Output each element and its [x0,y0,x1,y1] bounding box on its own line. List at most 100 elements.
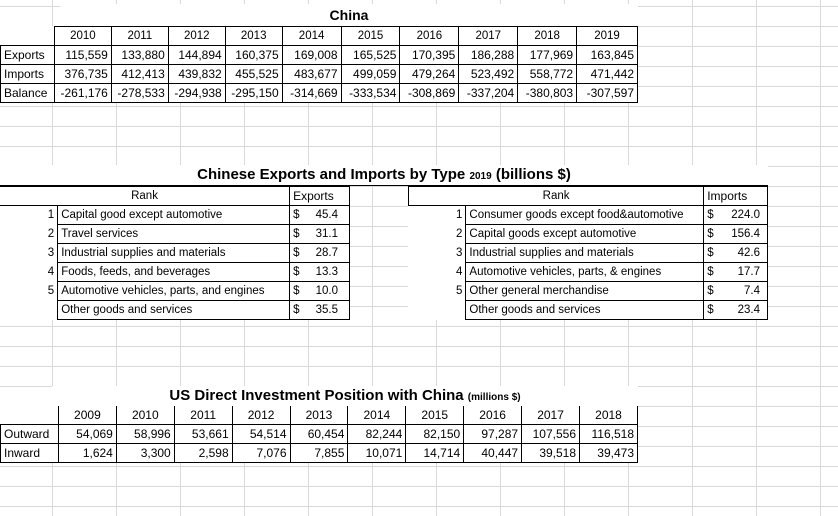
value-cell[interactable]: -337,204 [458,83,519,103]
value-cell[interactable]: 177,969 [517,45,578,65]
category-cell[interactable]: Other goods and services [465,300,705,320]
value-cell[interactable]: 455,525 [224,64,283,84]
rank-cell[interactable]: 4 [456,266,463,278]
imports-rank-header[interactable]: Rank [407,186,705,206]
category-cell[interactable]: Industrial supplies and materials [465,243,705,263]
value-cell[interactable]: 412,413 [110,64,169,84]
rank-cell[interactable]: 3 [456,247,463,259]
value-cell[interactable]: 558,772 [517,64,578,84]
amount-cell[interactable]: $17.7 [703,262,768,282]
value-cell[interactable]: -314,669 [281,83,342,103]
year-cell[interactable]: 2016 [463,406,523,425]
value-cell[interactable]: -278,533 [110,83,169,103]
year-cell[interactable]: 2010 [115,406,175,425]
value-cell[interactable]: 2,598 [173,443,233,463]
imports-value-header[interactable]: Imports [703,186,768,206]
row-label[interactable]: Exports [0,45,55,65]
row-label[interactable]: Balance [0,83,55,103]
year-cell[interactable]: 2012 [167,26,226,46]
value-cell[interactable]: -307,597 [576,83,638,103]
value-cell[interactable]: 39,473 [579,443,638,463]
year-cell[interactable]: 2018 [517,26,578,46]
year-cell[interactable]: 2009 [57,406,117,425]
amount-cell[interactable]: $35.5 [289,300,350,320]
value-cell[interactable]: 107,556 [521,424,581,444]
year-cell[interactable]: 2017 [521,406,581,425]
value-cell[interactable]: 7,855 [289,443,349,463]
value-cell[interactable]: 439,832 [167,64,226,84]
amount-cell[interactable]: $23.4 [703,300,768,320]
category-cell[interactable]: Consumer goods except food&automotive [465,205,705,225]
year-cell[interactable]: 2013 [224,26,283,46]
category-cell[interactable]: Capital goods except automotive [465,224,705,244]
value-cell[interactable]: -294,938 [167,83,226,103]
value-cell[interactable]: 7,076 [231,443,291,463]
value-cell[interactable]: 163,845 [576,45,638,65]
amount-cell[interactable]: $28.7 [289,243,350,263]
value-cell[interactable]: 160,375 [224,45,283,65]
category-cell[interactable]: Automotive vehicles, parts, & engines [465,262,705,282]
value-cell[interactable]: 82,244 [347,424,407,444]
year-cell[interactable]: 2011 [173,406,233,425]
amount-cell[interactable]: $45.4 [289,205,350,225]
year-cell[interactable]: 2010 [53,26,112,46]
value-cell[interactable]: 133,880 [110,45,169,65]
value-cell[interactable]: 479,264 [399,64,460,84]
value-cell[interactable]: 14,714 [405,443,465,463]
value-cell[interactable]: 186,288 [458,45,519,65]
category-cell[interactable]: Foods, feeds, and beverages [57,262,291,282]
value-cell[interactable]: 53,661 [173,424,233,444]
category-cell[interactable]: Capital good except automotive [57,205,291,225]
value-cell[interactable]: 144,894 [167,45,226,65]
rank-cell[interactable]: 2 [47,228,55,240]
value-cell[interactable]: 3,300 [115,443,175,463]
value-cell[interactable]: -333,534 [340,83,401,103]
value-cell[interactable]: 115,559 [53,45,112,65]
value-cell[interactable]: 54,514 [231,424,291,444]
amount-cell[interactable]: $156.4 [703,224,768,244]
value-cell[interactable]: 116,518 [579,424,638,444]
value-cell[interactable]: -380,803 [517,83,578,103]
exports-value-header[interactable]: Exports [289,186,350,206]
year-cell[interactable]: 2012 [231,406,291,425]
amount-cell[interactable]: $42.6 [703,243,768,263]
value-cell[interactable]: 165,525 [340,45,401,65]
year-cell[interactable]: 2018 [579,406,638,425]
amount-cell[interactable]: $31.1 [289,224,350,244]
value-cell[interactable]: 60,454 [289,424,349,444]
year-cell[interactable]: 2011 [110,26,169,46]
value-cell[interactable]: -295,150 [224,83,283,103]
value-cell[interactable]: 82,150 [405,424,465,444]
rank-cell[interactable] [409,301,466,320]
amount-cell[interactable]: $13.3 [289,262,350,282]
category-cell[interactable]: Other goods and services [57,300,291,320]
amount-cell[interactable]: $7.4 [703,281,768,301]
value-cell[interactable]: -261,176 [53,83,112,103]
value-cell[interactable]: 499,059 [340,64,401,84]
value-cell[interactable]: 523,492 [458,64,519,84]
rank-cell[interactable]: 1 [47,209,55,222]
year-cell[interactable]: 2017 [458,26,519,46]
value-cell[interactable]: 54,069 [57,424,117,444]
rank-cell[interactable]: 4 [47,266,55,278]
rank-cell[interactable]: 5 [456,285,463,297]
year-cell[interactable]: 2014 [281,26,342,46]
year-cell[interactable]: 2014 [347,406,407,425]
year-cell[interactable]: 2015 [340,26,401,46]
rank-cell[interactable]: 3 [47,247,55,259]
category-cell[interactable]: Other general merchandise [465,281,705,301]
year-cell[interactable]: 2016 [399,26,460,46]
row-label[interactable]: Imports [0,64,55,84]
value-cell[interactable]: 170,395 [399,45,460,65]
value-cell[interactable]: 10,071 [347,443,407,463]
rank-cell[interactable]: 1 [456,209,463,222]
year-cell[interactable]: 2015 [405,406,465,425]
value-cell[interactable]: 1,624 [57,443,117,463]
amount-cell[interactable]: $224.0 [703,205,768,225]
exports-rank-header[interactable]: Rank [0,186,291,206]
row-label[interactable]: Outward [0,424,59,444]
category-cell[interactable]: Travel services [57,224,291,244]
year-cell[interactable]: 2013 [289,406,349,425]
amount-cell[interactable]: $10.0 [289,281,350,301]
